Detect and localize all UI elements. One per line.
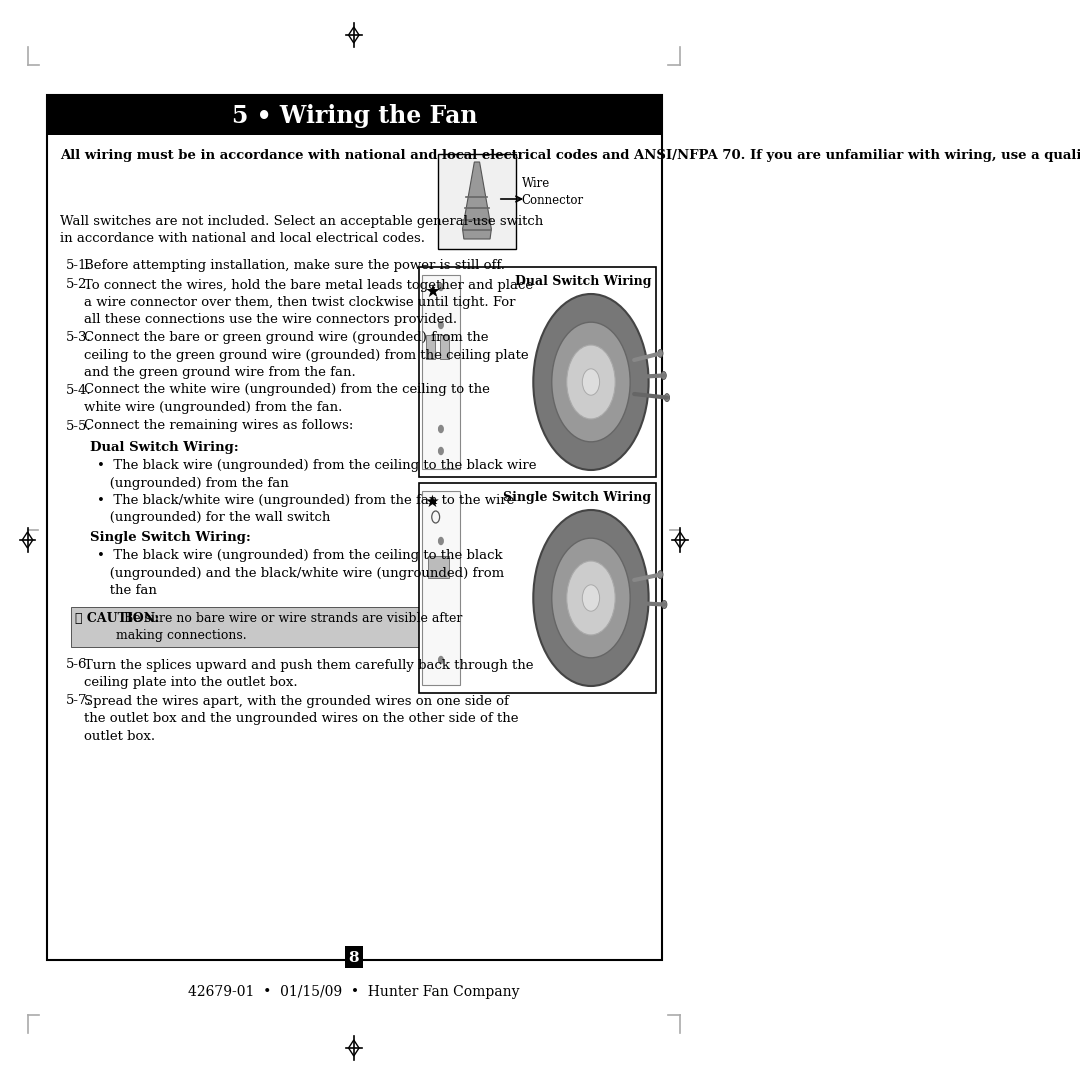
Text: Before attempting installation, make sure the power is still off.: Before attempting installation, make sur… (84, 259, 504, 272)
Circle shape (567, 561, 616, 635)
Circle shape (662, 600, 667, 608)
Circle shape (534, 510, 649, 686)
Circle shape (438, 426, 443, 432)
Text: •  The black wire (ungrounded) from the ceiling to the black
   (ungrounded) and: • The black wire (ungrounded) from the c… (97, 549, 504, 597)
Text: •  The black/white wire (ungrounded) from the fan to the wire
   (ungrounded) fo: • The black/white wire (ungrounded) from… (97, 494, 514, 525)
Text: 5-2.: 5-2. (66, 279, 91, 292)
Text: Connect the white wire (ungrounded) from the ceiling to the
white wire (unground: Connect the white wire (ungrounded) from… (84, 383, 489, 414)
Bar (422, 275, 460, 469)
Text: Connect the bare or green ground wire (grounded) from the
ceiling to the green g: Connect the bare or green ground wire (g… (84, 330, 528, 379)
Text: Wall switches are not included. Select an acceptable general-use switch
in accor: Wall switches are not included. Select a… (60, 215, 543, 245)
Text: •  The black wire (ungrounded) from the ceiling to the black wire
   (ungrounded: • The black wire (ungrounded) from the c… (97, 459, 537, 489)
Text: Spread the wires apart, with the grounded wires on one side of
the outlet box an: Spread the wires apart, with the grounde… (84, 694, 518, 743)
Text: 5 • Wiring the Fan: 5 • Wiring the Fan (232, 104, 477, 129)
Circle shape (658, 570, 663, 579)
Circle shape (438, 538, 443, 544)
Text: ★: ★ (426, 283, 442, 301)
Text: 5-1.: 5-1. (66, 259, 91, 272)
Text: Turn the splices upward and push them carefully back through the
ceiling plate i: Turn the splices upward and push them ca… (84, 659, 534, 689)
Text: All wiring must be in accordance with national and local electrical codes and AN: All wiring must be in accordance with na… (60, 149, 1080, 162)
Bar (426, 335, 435, 359)
Circle shape (438, 283, 443, 291)
Circle shape (661, 372, 666, 379)
Text: 5-4.: 5-4. (66, 383, 91, 396)
Text: 8: 8 (349, 951, 359, 966)
Text: Connect the remaining wires as follows:: Connect the remaining wires as follows: (84, 419, 353, 432)
Text: 5-7.: 5-7. (66, 694, 92, 707)
Text: ★: ★ (424, 492, 440, 511)
Circle shape (438, 657, 443, 663)
Bar (48, 95, 662, 135)
Circle shape (567, 345, 616, 419)
Text: 5-5.: 5-5. (66, 419, 91, 432)
Text: To connect the wires, hold the bare metal leads together and place
a wire connec: To connect the wires, hold the bare meta… (84, 279, 534, 326)
Bar (48, 95, 662, 960)
Circle shape (552, 538, 630, 658)
Text: Single Switch Wiring:: Single Switch Wiring: (91, 531, 252, 544)
Bar (71, 607, 424, 647)
Circle shape (582, 584, 599, 611)
Bar (441, 335, 449, 359)
Bar (419, 483, 657, 693)
Polygon shape (462, 162, 491, 239)
Circle shape (438, 322, 443, 328)
Text: Be sure no bare wire or wire strands are visible after
making connections.: Be sure no bare wire or wire strands are… (116, 612, 462, 643)
Bar (429, 556, 449, 578)
Bar (345, 946, 363, 968)
Bar (419, 267, 657, 477)
Text: Single Switch Wiring: Single Switch Wiring (503, 491, 651, 504)
Text: Dual Switch Wiring:: Dual Switch Wiring: (91, 441, 239, 454)
Text: ⚠ CAUTION:: ⚠ CAUTION: (76, 612, 160, 625)
Text: 5-6.: 5-6. (66, 659, 92, 672)
Circle shape (552, 322, 630, 442)
Circle shape (582, 368, 599, 395)
Text: 42679-01  •  01/15/09  •  Hunter Fan Company: 42679-01 • 01/15/09 • Hunter Fan Company (188, 985, 519, 999)
Circle shape (438, 447, 443, 455)
Text: 5-3.: 5-3. (66, 330, 92, 345)
Circle shape (534, 294, 649, 470)
Circle shape (664, 393, 670, 402)
Text: Wire
Connector: Wire Connector (522, 177, 583, 207)
Text: Dual Switch Wiring: Dual Switch Wiring (515, 275, 651, 288)
Bar (437, 154, 516, 249)
Circle shape (658, 350, 663, 357)
Bar (422, 491, 460, 685)
